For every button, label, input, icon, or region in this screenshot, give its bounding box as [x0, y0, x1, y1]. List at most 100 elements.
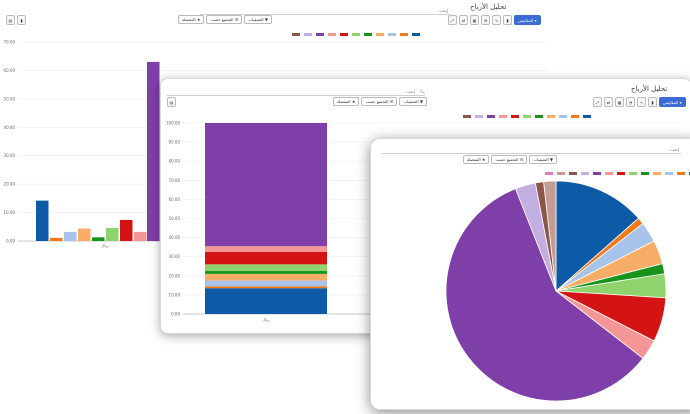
favorites-button[interactable]: ★ المفضلة: [178, 15, 205, 24]
bar[interactable]: [106, 227, 119, 241]
legend-item[interactable]: [559, 115, 567, 118]
legend-item[interactable]: [340, 33, 348, 36]
legend-swatch: [499, 115, 507, 118]
compare-icon[interactable]: ⇄: [459, 15, 468, 25]
legend-item[interactable]: [653, 172, 661, 175]
legend-swatch: [316, 33, 324, 36]
search-bar[interactable]: 🔍︎: [167, 87, 425, 96]
legend-item[interactable]: [535, 115, 543, 118]
legend-item[interactable]: [583, 115, 591, 118]
filters-button[interactable]: ▼ التصفيات: [399, 97, 427, 106]
table-view-icon[interactable]: ▤: [167, 97, 176, 107]
bar-segment[interactable]: [205, 271, 327, 274]
pie-slice[interactable]: [555, 180, 640, 292]
compare-icon[interactable]: ⇄: [604, 97, 613, 107]
bar[interactable]: [78, 228, 91, 241]
pie-slice[interactable]: [543, 180, 557, 292]
legend-swatch: [388, 33, 396, 36]
table-icon[interactable]: ▦: [470, 15, 479, 25]
measures-button[interactable]: المقاييس ▾: [659, 97, 686, 107]
legend-item[interactable]: [629, 172, 637, 175]
group-by-button[interactable]: ☰ التجميع حسب: [361, 97, 398, 106]
legend-item[interactable]: [605, 172, 613, 175]
legend-item[interactable]: [571, 115, 579, 118]
legend-item[interactable]: [665, 172, 673, 175]
legend-item[interactable]: [364, 33, 372, 36]
legend-item[interactable]: [545, 172, 553, 175]
legend-item[interactable]: [463, 115, 471, 118]
bar-segment[interactable]: [205, 123, 327, 247]
bar-segment[interactable]: [205, 246, 327, 252]
bar-segment[interactable]: [205, 264, 327, 272]
legend-item[interactable]: [292, 33, 300, 36]
legend-item[interactable]: [400, 33, 408, 36]
search-bar[interactable]: [200, 6, 450, 15]
legend-item[interactable]: [487, 115, 495, 118]
legend-item[interactable]: [593, 172, 601, 175]
bar-segment[interactable]: [205, 280, 327, 287]
legend-item[interactable]: [581, 172, 589, 175]
legend-item[interactable]: [641, 172, 649, 175]
bar-chart-icon[interactable]: ▮: [648, 97, 657, 107]
bar[interactable]: [120, 219, 133, 241]
legend-item[interactable]: [569, 172, 577, 175]
legend-swatch: [569, 172, 577, 175]
bar-segment[interactable]: [205, 273, 327, 281]
bar-segment[interactable]: [205, 251, 327, 265]
legend: [375, 172, 690, 175]
legend-item[interactable]: [304, 33, 312, 36]
legend-item[interactable]: [316, 33, 324, 36]
favorites-button[interactable]: ★ المفضلة: [333, 97, 360, 106]
legend-item[interactable]: [499, 115, 507, 118]
legend-item[interactable]: [557, 172, 565, 175]
y-tick-label: 80.00: [169, 159, 181, 164]
line-chart-icon[interactable]: ∿: [492, 15, 501, 25]
legend-item[interactable]: [352, 33, 360, 36]
bar-segment[interactable]: [205, 288, 327, 314]
expand-icon[interactable]: ⤢: [593, 97, 602, 107]
bar[interactable]: [92, 237, 105, 241]
legend-item[interactable]: [511, 115, 519, 118]
search-input[interactable]: [200, 6, 450, 14]
filters-button[interactable]: ▼ التصفيات: [244, 15, 272, 24]
legend-swatch: [292, 33, 300, 36]
search-input[interactable]: [381, 145, 681, 153]
bar[interactable]: [50, 237, 63, 241]
bar-view-icon[interactable]: ▮: [17, 15, 26, 25]
legend-item[interactable]: [328, 33, 336, 36]
legend-swatch: [653, 172, 661, 175]
legend-swatch: [557, 172, 565, 175]
legend-item[interactable]: [547, 115, 555, 118]
table-icon[interactable]: ▦: [615, 97, 624, 107]
table-view-icon[interactable]: ▤: [6, 15, 15, 25]
group-by-button[interactable]: ☰ التجميع حسب: [491, 155, 528, 164]
measures-button[interactable]: المقاييس ▾: [514, 15, 541, 25]
legend-swatch: [328, 33, 336, 36]
line-chart-icon[interactable]: ∿: [637, 97, 646, 107]
bar-chart-icon[interactable]: ▮: [503, 15, 512, 25]
favorites-button[interactable]: ★ المفضلة: [463, 155, 490, 164]
legend-item[interactable]: [677, 172, 685, 175]
pie-slice[interactable]: [445, 188, 644, 402]
legend-swatch: [535, 115, 543, 118]
legend-item[interactable]: [388, 33, 396, 36]
group-by-button[interactable]: ☰ التجميع حسب: [206, 15, 243, 24]
bar[interactable]: [36, 200, 49, 241]
filters-button[interactable]: ▼ التصفيات: [529, 155, 557, 164]
legend-item[interactable]: [376, 33, 384, 36]
expand-icon[interactable]: ⤢: [448, 15, 457, 25]
legend-item[interactable]: [617, 172, 625, 175]
legend-item[interactable]: [523, 115, 531, 118]
bar[interactable]: [134, 231, 147, 241]
legend-swatch: [523, 115, 531, 118]
bar[interactable]: [64, 231, 77, 241]
search-bar[interactable]: [381, 145, 681, 154]
legend: [311, 115, 591, 118]
bar[interactable]: [147, 61, 160, 242]
search-input[interactable]: [167, 87, 417, 95]
pie-chart-icon[interactable]: ◔: [626, 97, 635, 107]
bar-segment[interactable]: [205, 286, 327, 289]
legend-item[interactable]: [475, 115, 483, 118]
pie-chart-icon[interactable]: ◔: [481, 15, 490, 25]
legend-item[interactable]: [412, 33, 420, 36]
